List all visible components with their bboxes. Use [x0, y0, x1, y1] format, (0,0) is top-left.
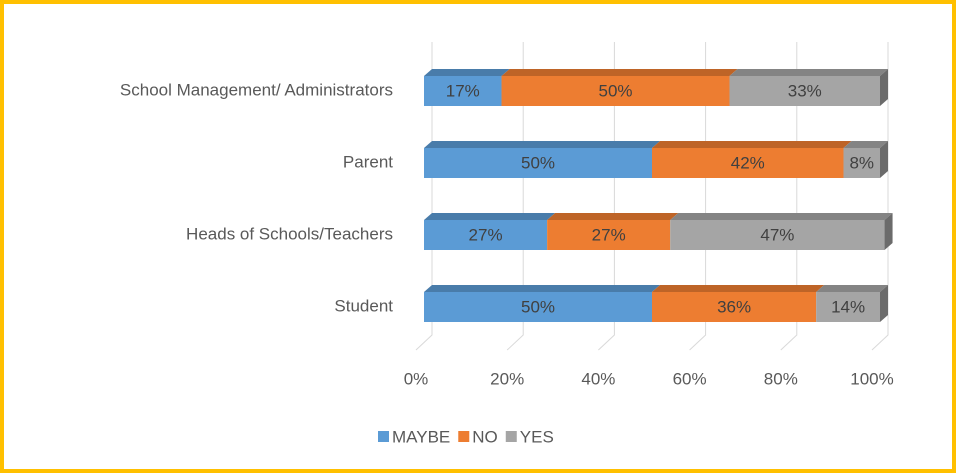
x-tick-label: 100% [850, 369, 893, 388]
legend-swatch [378, 431, 389, 442]
bar-face [843, 141, 888, 148]
bar-segment [843, 141, 888, 178]
bar-face [816, 292, 880, 322]
bar-segment [424, 285, 660, 322]
bar-face [670, 213, 893, 220]
bar-face [547, 220, 671, 250]
bar-face [424, 141, 660, 148]
grid-line [415, 42, 433, 351]
data-label: 27% [469, 225, 503, 244]
data-label: 14% [831, 297, 865, 316]
data-label: 8% [849, 153, 874, 172]
x-tick-label: 20% [490, 369, 524, 388]
bar-face [424, 69, 510, 76]
bar-segment [501, 69, 738, 106]
bar-face [424, 213, 556, 220]
bar-side [880, 141, 888, 178]
grid-line [871, 42, 889, 351]
data-label: 42% [731, 153, 765, 172]
bar-segment [652, 141, 852, 178]
legend-swatch [505, 431, 517, 442]
y-tick-label: Heads of Schools/Teachers [186, 224, 393, 243]
bar-side [880, 285, 888, 322]
grid-line [506, 42, 524, 351]
bar-face [424, 148, 652, 178]
bar-segment [424, 69, 510, 106]
bar-segment [816, 285, 888, 322]
legend-label: YES [520, 427, 554, 446]
x-tick-label: 80% [764, 369, 798, 388]
legend-label: NO [472, 427, 498, 446]
data-label: 33% [788, 81, 822, 100]
legend-label: MAYBE [392, 427, 450, 446]
y-tick-label: Parent [343, 152, 393, 171]
y-tick-label: Student [334, 296, 393, 315]
bar-segment [424, 141, 660, 178]
bar-face [843, 148, 880, 178]
grid-line [598, 42, 615, 351]
bar-face [424, 220, 548, 250]
bar-face [729, 76, 880, 106]
data-label: 50% [599, 81, 633, 100]
data-label: 50% [521, 297, 555, 316]
bar-face [547, 213, 679, 220]
y-tick-label: School Management/ Administrators [120, 80, 393, 99]
data-label: 50% [521, 153, 555, 172]
bar-face [729, 69, 888, 76]
bar-segment [670, 213, 893, 250]
bar-face [652, 148, 844, 178]
bar-side [884, 213, 893, 250]
data-label: 36% [717, 297, 751, 316]
x-tick-label: 40% [581, 369, 615, 388]
bar-face [816, 285, 888, 292]
bar-face [501, 69, 738, 76]
bar-face [652, 285, 825, 292]
grid-line [689, 42, 707, 351]
bar-face [424, 292, 652, 322]
legend-swatch [458, 431, 470, 442]
bar-face [670, 220, 885, 250]
bar-face [424, 285, 660, 292]
bar-segment [424, 213, 556, 250]
x-tick-label: 0% [404, 369, 429, 388]
bar-face [652, 292, 817, 322]
bar-face [652, 141, 852, 148]
bar-face [424, 76, 502, 106]
grid-line [780, 42, 798, 351]
data-label: 47% [760, 225, 794, 244]
bar-segment [652, 285, 825, 322]
bar-face [501, 76, 730, 106]
bar-segment [729, 69, 888, 106]
x-tick-label: 60% [673, 369, 707, 388]
bar-side [880, 69, 888, 106]
data-label: 27% [592, 225, 626, 244]
data-label: 17% [446, 81, 480, 100]
bar-segment [547, 213, 679, 250]
